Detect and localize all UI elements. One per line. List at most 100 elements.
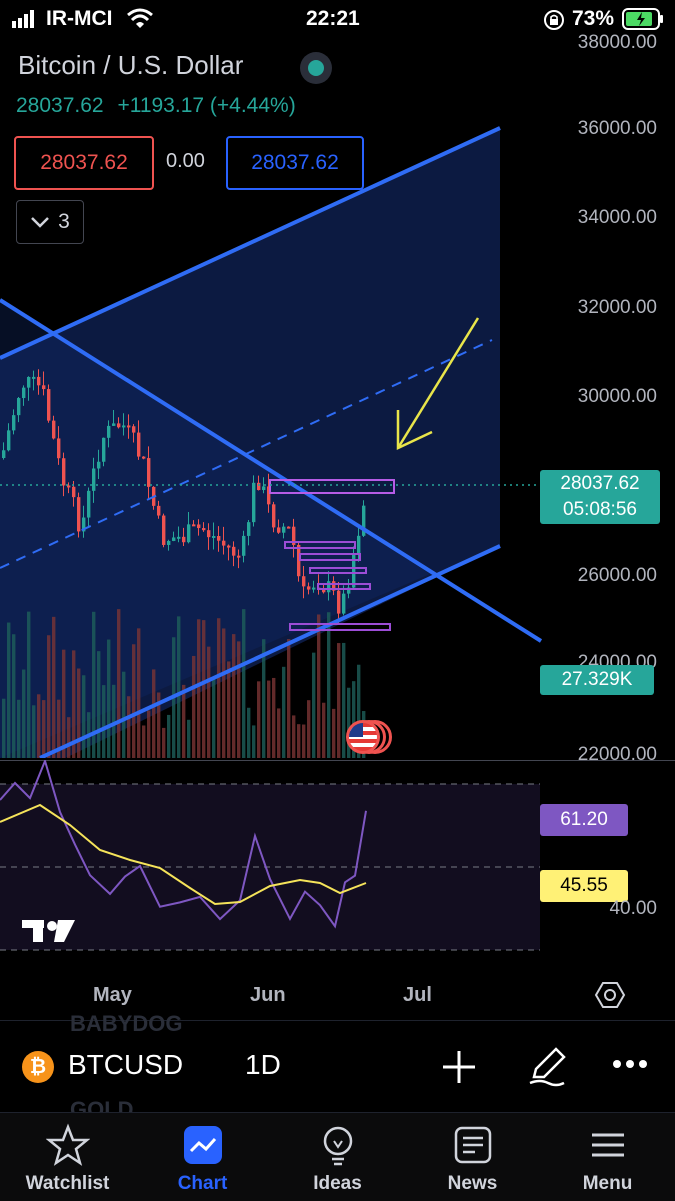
candle-body	[132, 426, 136, 433]
channel-fill	[0, 128, 500, 758]
candle-body	[292, 526, 296, 545]
arrow-drawing[interactable]	[396, 317, 480, 450]
volume-bar	[302, 724, 306, 758]
symbol-title[interactable]: Bitcoin / U.S. Dollar	[18, 50, 244, 80]
volume-bar	[177, 616, 181, 758]
chart-area[interactable]: Bitcoin / U.S. Dollar 28037.62 +1193.17 …	[0, 32, 675, 765]
channel-upper-line[interactable]	[0, 126, 501, 360]
candle-body	[202, 528, 206, 531]
candle-body	[362, 505, 366, 536]
candle-body	[107, 425, 111, 438]
volume-bar	[292, 715, 296, 758]
volume-bar	[182, 684, 186, 758]
candle-body	[312, 587, 316, 590]
tradingview-logo	[22, 920, 75, 942]
candle-body	[357, 535, 361, 555]
volume-bar	[337, 643, 341, 758]
candle-body	[112, 423, 116, 426]
volume-bar	[82, 675, 86, 758]
candle-body	[307, 586, 311, 590]
volume-bar	[327, 612, 331, 758]
volume-bar	[37, 694, 41, 758]
market-status-icon[interactable]	[300, 52, 332, 84]
volume-bar	[77, 668, 81, 758]
price-axis-label: 34000.00	[577, 207, 657, 228]
nav-ideas[interactable]: Ideas	[270, 1113, 405, 1201]
drawing-tools-icon[interactable]	[526, 1045, 568, 1087]
volume-bar	[22, 669, 26, 758]
candle-body	[162, 515, 166, 545]
plus-icon[interactable]	[441, 1049, 477, 1085]
volume-bar	[287, 639, 291, 758]
price-axis-label: 26000.00	[577, 565, 657, 586]
hamburger-icon	[591, 1133, 624, 1157]
support-boxes[interactable]	[284, 541, 391, 631]
volume-bar	[187, 719, 191, 758]
price-chart[interactable]	[0, 38, 675, 758]
nav-label: Chart	[177, 1173, 228, 1194]
time-axis-label: Jun	[250, 984, 286, 1006]
interval-button[interactable]: 1D	[245, 1049, 281, 1080]
candle-body	[47, 389, 51, 421]
volume-bar	[347, 687, 351, 758]
volume-bar	[272, 677, 276, 758]
volume-bar	[307, 700, 311, 758]
candle-body	[37, 376, 41, 386]
candle-body	[7, 430, 11, 451]
candle-body	[77, 497, 81, 532]
candle-body	[232, 546, 236, 556]
candle-body	[342, 593, 346, 614]
chart-settings-icon[interactable]	[594, 980, 626, 1010]
battery-icon	[622, 8, 663, 30]
candle-body	[337, 590, 341, 614]
chevron-down-icon	[31, 217, 50, 228]
time-axis-label: Jul	[403, 984, 432, 1006]
ghost-symbol-top: BABYDOG	[70, 1011, 183, 1036]
more-icon[interactable]	[612, 1059, 648, 1069]
rsi-pane[interactable]: 61.20 45.55 40.00 May Jun Jul	[0, 760, 675, 1008]
volume-bar	[262, 639, 266, 758]
channel-lower-line[interactable]	[39, 544, 501, 758]
volume-bar	[92, 611, 96, 758]
candle-body	[167, 540, 171, 545]
volume-bar	[142, 725, 146, 758]
volume-bar	[342, 642, 346, 758]
economic-event-icon[interactable]	[346, 720, 392, 756]
rsi-line	[0, 760, 367, 929]
candle-body	[222, 540, 226, 546]
candle-body	[302, 576, 306, 587]
volume-bar	[222, 628, 226, 758]
indicators-toggle[interactable]: 3	[16, 200, 84, 244]
wifi-icon	[127, 8, 153, 28]
nav-label: News	[447, 1173, 498, 1194]
volume-bar	[297, 724, 301, 758]
buy-button[interactable]: 28037.62	[226, 136, 364, 190]
resistance-box[interactable]	[269, 479, 395, 494]
nav-watchlist[interactable]: Watchlist	[0, 1113, 135, 1201]
descending-trendline[interactable]	[0, 298, 543, 643]
volume-bar	[317, 614, 321, 758]
price-axis-label: 36000.00	[577, 118, 657, 139]
bitcoin-icon: ₿	[22, 1051, 54, 1083]
nav-menu[interactable]: Menu	[540, 1113, 675, 1201]
bar-countdown: 05:08:56	[563, 499, 637, 520]
ticker-button[interactable]: BTCUSD	[68, 1049, 184, 1080]
star-icon	[45, 1123, 90, 1166]
rsi-ma-line	[0, 803, 367, 906]
volume-bar	[52, 616, 56, 758]
volume-bar	[97, 651, 101, 758]
nav-chart[interactable]: Chart	[135, 1113, 270, 1201]
sell-button[interactable]: 28037.62	[14, 136, 154, 190]
volume-bar	[197, 619, 201, 758]
candle-body	[62, 458, 66, 486]
volume-bar	[162, 727, 166, 758]
candle-body	[117, 423, 121, 428]
volume-bar	[17, 699, 21, 758]
candle-body	[87, 490, 91, 518]
candle-body	[97, 461, 101, 469]
candle-body	[327, 581, 331, 593]
time-axis-label: May	[93, 984, 132, 1006]
candle-body	[57, 438, 61, 459]
nav-news[interactable]: News	[405, 1113, 540, 1201]
candle-body	[102, 437, 106, 462]
